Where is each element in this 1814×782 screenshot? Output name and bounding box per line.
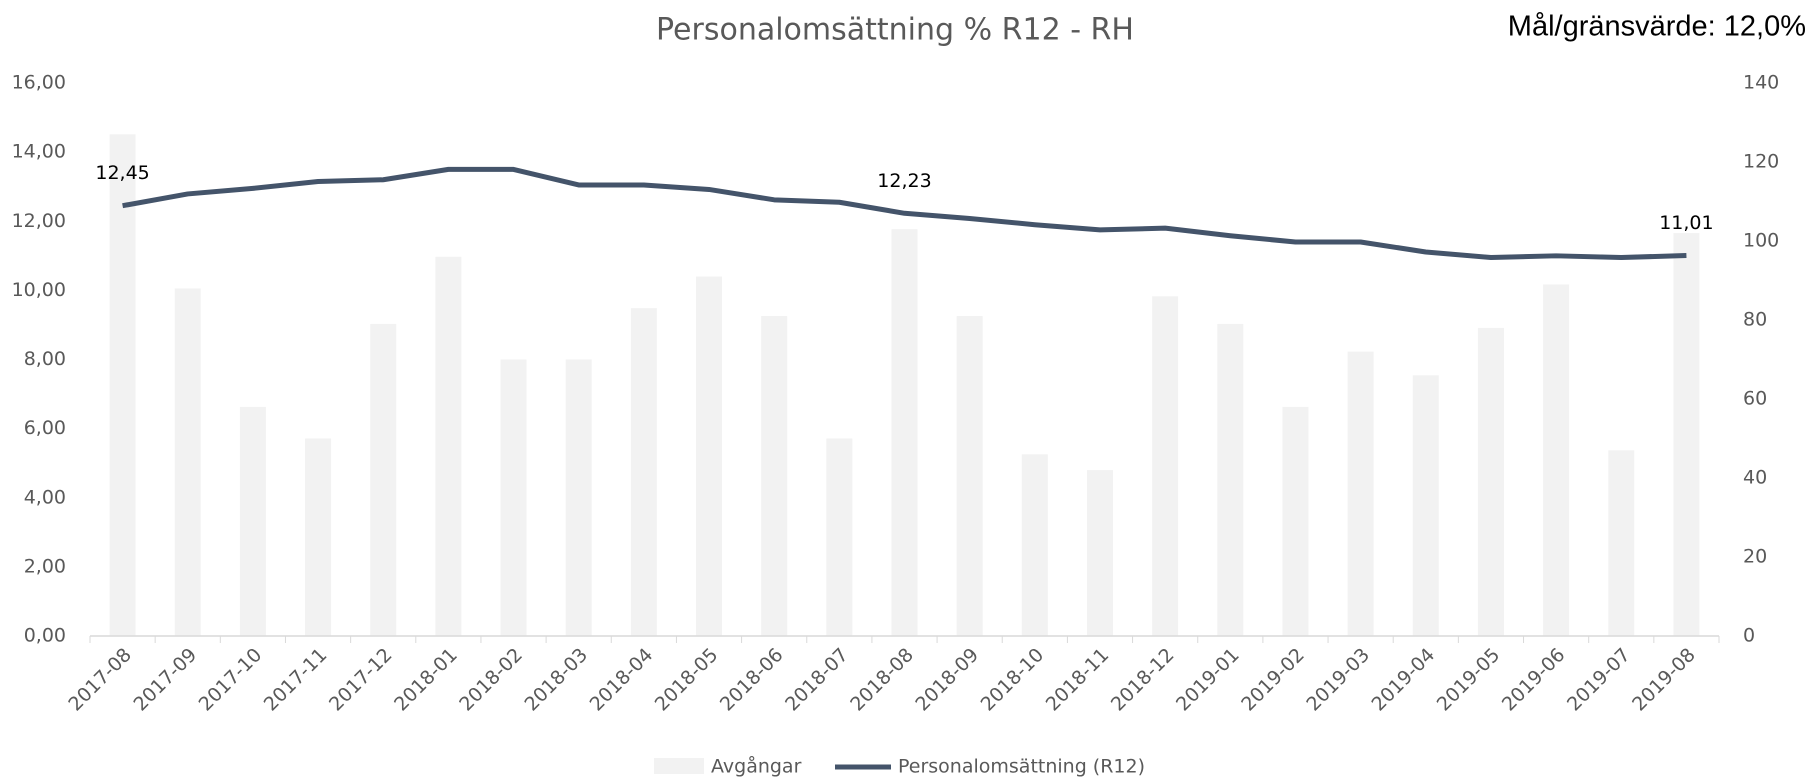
bar: [109, 134, 136, 636]
bar: [1347, 351, 1374, 636]
y2-tick-label: 40: [1743, 467, 1767, 489]
x-tick-label: 2017-09: [129, 644, 201, 716]
bar: [956, 316, 983, 636]
x-tick-label: 2018-11: [1042, 644, 1114, 716]
y-tick-label: 8,00: [24, 348, 66, 370]
x-tick-label: 2018-10: [977, 644, 1049, 716]
x-tick-label: 2017-08: [64, 644, 136, 716]
bar: [1673, 233, 1700, 636]
bar: [696, 276, 723, 636]
data-label: 11,01: [1659, 212, 1713, 234]
bar: [565, 359, 592, 636]
y2-tick-label: 0: [1743, 625, 1755, 647]
bar: [891, 229, 918, 636]
line: [122, 166, 1687, 261]
y2-tick-label: 60: [1743, 388, 1767, 410]
y-tick-label: 16,00: [12, 72, 66, 94]
y-tick-label: 0,00: [24, 625, 66, 647]
x-tick-label: 2018-12: [1107, 644, 1179, 716]
data-label: 12,23: [877, 170, 931, 192]
bar: [1412, 375, 1439, 636]
x-tick-label: 2018-02: [455, 644, 527, 716]
x-tick-label: 2018-03: [520, 644, 592, 716]
y2-tick-label: 120: [1743, 151, 1779, 173]
bar: [1543, 284, 1570, 636]
x-tick-label: 2019-08: [1628, 644, 1700, 716]
x-tick-label: 2018-06: [716, 644, 788, 716]
bar: [630, 308, 657, 636]
y-tick-label: 12,00: [12, 210, 66, 232]
bar: [1282, 406, 1309, 636]
y-tick-label: 6,00: [24, 417, 66, 439]
x-tick-label: 2019-07: [1563, 644, 1635, 716]
y2-tick-label: 20: [1743, 546, 1767, 568]
chart-title: Personalomsättning % R12 - RH: [656, 13, 1134, 48]
bar: [761, 316, 788, 636]
y2-tick-label: 80: [1743, 309, 1767, 331]
x-tick-label: 2018-04: [586, 644, 658, 716]
x-tick-label: 2018-08: [846, 644, 918, 716]
x-tick-label: 2019-02: [1237, 644, 1309, 716]
x-tick-label: 2018-07: [781, 644, 853, 716]
x-tick-label: 2019-06: [1498, 644, 1570, 716]
x-tick-label: 2018-09: [911, 644, 983, 716]
bar: [239, 406, 266, 636]
y-tick-label: 4,00: [24, 486, 66, 508]
y-tick-label: 14,00: [12, 141, 66, 163]
bar: [435, 256, 462, 636]
legend-label: Personalomsättning (R12): [898, 756, 1145, 778]
bar: [1152, 296, 1179, 636]
bar: [174, 288, 201, 636]
legend-label: Avgångar: [711, 755, 802, 778]
x-tick-label: 2017-10: [195, 644, 267, 716]
x-tick-label: 2019-03: [1302, 644, 1374, 716]
y2-tick-label: 100: [1743, 230, 1779, 252]
legend-swatch: [654, 758, 704, 774]
bar: [1217, 323, 1244, 636]
x-tick-label: 2019-05: [1433, 644, 1505, 716]
x-tick-label: 2018-05: [651, 644, 723, 716]
bar: [1608, 450, 1635, 636]
bar: [826, 438, 853, 636]
x-tick-label: 2018-01: [390, 644, 462, 716]
bar: [500, 359, 527, 636]
x-tick-label: 2019-04: [1368, 644, 1440, 716]
y-tick-label: 10,00: [12, 279, 66, 301]
x-tick-label: 2019-01: [1172, 644, 1244, 716]
y-tick-label: 2,00: [24, 555, 66, 577]
bar: [370, 323, 397, 636]
bar: [1477, 327, 1504, 636]
bar: [1086, 470, 1113, 636]
y2-tick-label: 140: [1743, 72, 1779, 94]
x-tick-label: 2017-12: [325, 644, 397, 716]
x-tick-label: 2017-11: [260, 644, 332, 716]
bar: [1021, 454, 1048, 636]
data-label: 12,45: [95, 162, 149, 184]
annotation: Mål/gränsvärde: 12,0%: [1508, 11, 1806, 43]
bar: [305, 438, 332, 636]
